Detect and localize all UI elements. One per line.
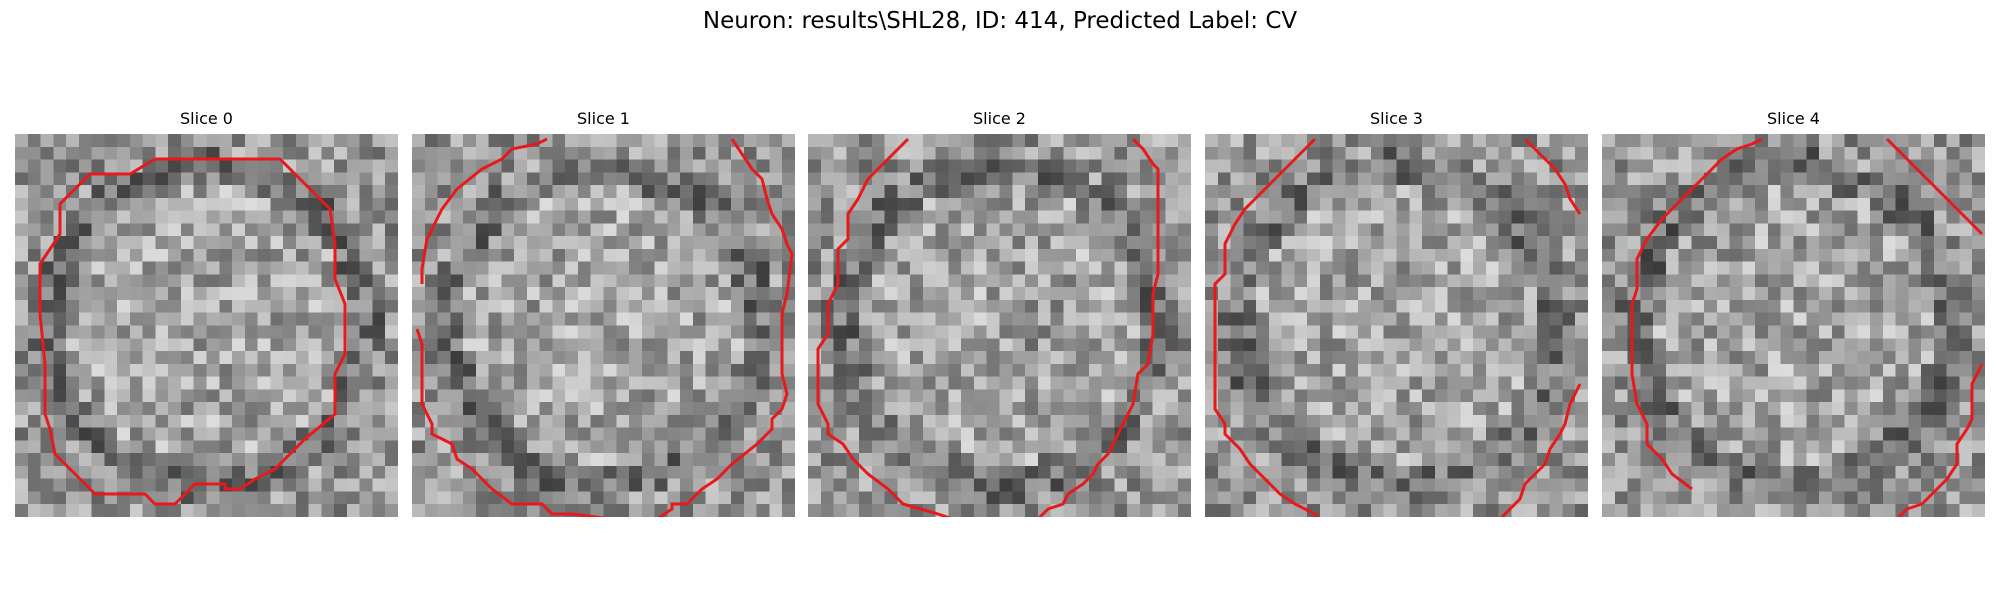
slice-image <box>1602 134 1985 517</box>
slice-image <box>412 134 795 517</box>
slice-title: Slice 1 <box>577 109 630 128</box>
slice-image <box>15 134 398 517</box>
slice-panel-2: Slice 2 <box>808 108 1191 517</box>
slice-panel-3: Slice 3 <box>1205 108 1588 517</box>
slice-panel-4: Slice 4 <box>1602 108 1985 517</box>
slice-title: Slice 0 <box>180 109 233 128</box>
slice-title: Slice 3 <box>1370 109 1423 128</box>
slice-image <box>1205 134 1588 517</box>
slice-title: Slice 2 <box>973 109 1026 128</box>
slice-panel-0: Slice 0 <box>15 108 398 517</box>
figure-title: Neuron: results\SHL28, ID: 414, Predicte… <box>702 8 1298 34</box>
slice-panel-1: Slice 1 <box>412 108 795 517</box>
slice-title: Slice 4 <box>1767 109 1820 128</box>
slice-image <box>808 134 1191 517</box>
